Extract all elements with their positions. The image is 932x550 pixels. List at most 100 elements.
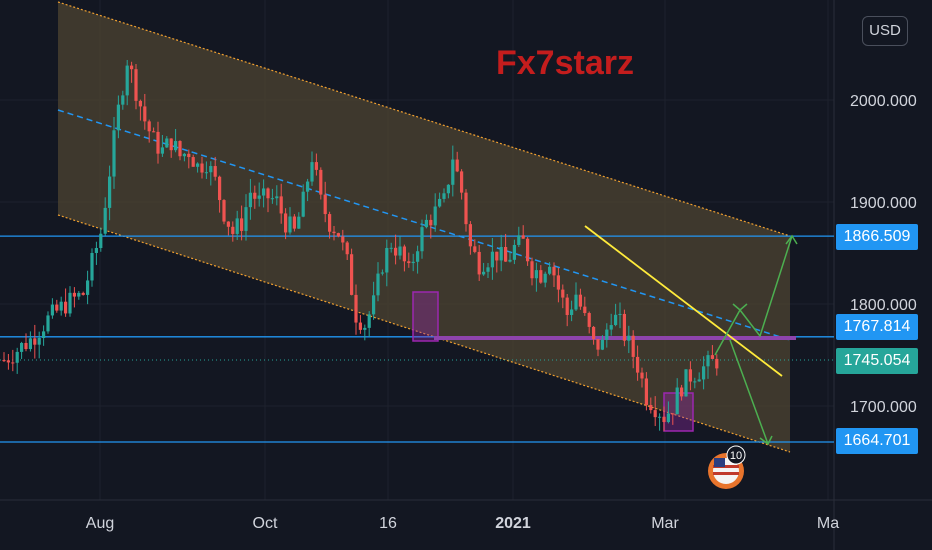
candle-body bbox=[429, 219, 433, 226]
candle-body bbox=[182, 153, 186, 157]
candle-body bbox=[284, 213, 288, 233]
candle-body bbox=[160, 147, 164, 154]
candle-body bbox=[33, 338, 37, 345]
candle-body bbox=[442, 193, 446, 199]
currency-button[interactable]: USD bbox=[862, 16, 908, 46]
candle-body bbox=[578, 294, 582, 307]
candle-body bbox=[262, 188, 266, 196]
candle-body bbox=[257, 195, 261, 199]
candle-body bbox=[328, 214, 332, 232]
bullish-projection-arrow bbox=[714, 235, 793, 356]
candle-body bbox=[583, 306, 587, 314]
us-flag-badge[interactable]: 10 bbox=[706, 445, 756, 493]
candle-body bbox=[42, 331, 46, 339]
candle-body bbox=[94, 247, 98, 253]
candle-body bbox=[389, 247, 393, 249]
candle-body bbox=[218, 176, 222, 201]
descending-channel bbox=[57, 1, 791, 453]
candle-body bbox=[715, 358, 719, 369]
candle-body bbox=[402, 246, 406, 262]
candle-body bbox=[253, 192, 257, 199]
candle-body bbox=[636, 356, 640, 373]
candle-body bbox=[482, 271, 486, 275]
candle-body bbox=[270, 198, 274, 200]
candle-body bbox=[125, 65, 129, 96]
candle-body bbox=[609, 325, 613, 330]
candle-body bbox=[631, 335, 635, 357]
y-tick-label: 1800.000 bbox=[850, 297, 917, 314]
candle-body bbox=[90, 252, 94, 281]
arrow-head-3 bbox=[759, 435, 773, 446]
x-axis[interactable]: Aug Oct 16 2021 Mar Ma bbox=[86, 515, 839, 532]
candle-body bbox=[231, 226, 235, 234]
yellow-trendline bbox=[584, 225, 783, 377]
candle-body bbox=[301, 191, 305, 217]
candle-body bbox=[693, 381, 697, 383]
candle-body bbox=[266, 188, 270, 199]
candle-body bbox=[332, 231, 336, 234]
candle-body bbox=[350, 254, 354, 295]
candle-body bbox=[508, 259, 512, 262]
candle-body bbox=[605, 329, 609, 340]
x-tick-label: 16 bbox=[379, 515, 397, 532]
candle-body bbox=[570, 309, 574, 315]
candle-body bbox=[46, 315, 50, 332]
candle-body bbox=[702, 366, 706, 380]
candle-body bbox=[138, 100, 142, 107]
x-tick-label: Ma bbox=[817, 515, 839, 532]
candle-body bbox=[627, 335, 631, 341]
x-tick-label: Mar bbox=[651, 515, 679, 532]
candle-body bbox=[310, 162, 314, 182]
candle-body bbox=[420, 227, 424, 252]
candle-body bbox=[345, 242, 349, 255]
level-tag-1664: 1664.701 bbox=[836, 428, 918, 454]
candle-body bbox=[671, 413, 675, 415]
candle-body bbox=[130, 65, 134, 70]
candle-body bbox=[68, 292, 72, 314]
candle-body bbox=[358, 322, 362, 330]
candle-body bbox=[460, 171, 464, 193]
support-zone-1 bbox=[412, 291, 439, 342]
candle-body bbox=[191, 157, 195, 167]
candle-body bbox=[710, 355, 714, 359]
candle-body bbox=[688, 369, 692, 382]
candle-body bbox=[446, 184, 450, 194]
candle-body bbox=[196, 163, 200, 167]
y-axis[interactable]: 2000.000 1900.000 1800.000 1700.000 bbox=[850, 93, 917, 416]
candle-body bbox=[55, 304, 59, 311]
candle-body bbox=[565, 297, 569, 315]
candle-body bbox=[675, 387, 679, 415]
channel-midline bbox=[57, 109, 791, 341]
channel-upper-edge bbox=[57, 1, 791, 237]
candle-body bbox=[20, 342, 24, 352]
candle-body bbox=[600, 339, 604, 350]
y-tick-label: 1900.000 bbox=[850, 195, 917, 212]
candle-body bbox=[336, 233, 340, 237]
candle-body bbox=[411, 261, 415, 264]
candle-body bbox=[398, 246, 402, 256]
candle-body bbox=[512, 244, 516, 260]
candle-body bbox=[504, 246, 508, 262]
candle-body bbox=[464, 192, 468, 225]
author-watermark: Fx7starz bbox=[496, 44, 634, 82]
candle-body bbox=[697, 379, 701, 382]
candle-body bbox=[28, 338, 32, 350]
candle-body bbox=[376, 273, 380, 296]
candle-body bbox=[50, 304, 54, 316]
badge-count: 10 bbox=[730, 450, 742, 462]
candle-body bbox=[649, 404, 653, 411]
candle-body bbox=[6, 360, 10, 363]
candle-body bbox=[618, 313, 622, 315]
y-tick-label: 2000.000 bbox=[850, 93, 917, 110]
candle-body bbox=[99, 233, 103, 248]
candle-body bbox=[279, 196, 283, 214]
candle-body bbox=[121, 95, 125, 105]
candle-body bbox=[530, 261, 534, 279]
x-tick-label: 2021 bbox=[495, 515, 531, 532]
y-tick-label: 1700.000 bbox=[850, 399, 917, 416]
candle-body bbox=[548, 266, 552, 274]
current-price-tag: 1745.054 bbox=[836, 348, 918, 374]
candle-body bbox=[684, 369, 688, 397]
candle-body bbox=[473, 246, 477, 252]
